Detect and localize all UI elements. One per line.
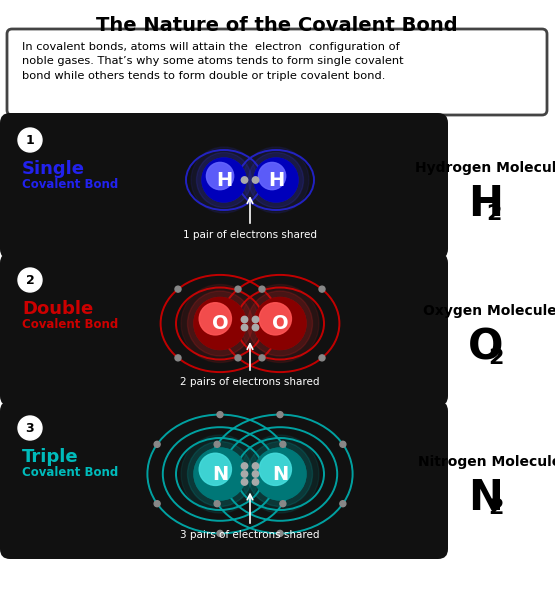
Text: Covalent Bond: Covalent Bond bbox=[22, 318, 118, 331]
Circle shape bbox=[235, 286, 241, 292]
Text: 2: 2 bbox=[486, 204, 501, 224]
FancyBboxPatch shape bbox=[0, 253, 448, 406]
Circle shape bbox=[259, 355, 265, 361]
Circle shape bbox=[241, 324, 248, 331]
Circle shape bbox=[181, 435, 259, 513]
Circle shape bbox=[235, 355, 241, 361]
Circle shape bbox=[199, 302, 231, 335]
Circle shape bbox=[340, 441, 346, 447]
Circle shape bbox=[194, 298, 246, 349]
Circle shape bbox=[241, 471, 248, 477]
Circle shape bbox=[254, 158, 298, 202]
Text: 1 pair of electrons shared: 1 pair of electrons shared bbox=[183, 230, 317, 240]
Text: 3: 3 bbox=[26, 421, 34, 434]
Circle shape bbox=[254, 298, 306, 349]
Circle shape bbox=[214, 442, 220, 448]
Circle shape bbox=[253, 177, 259, 183]
Text: The Nature of the Covalent Bond: The Nature of the Covalent Bond bbox=[96, 16, 458, 35]
Circle shape bbox=[259, 453, 291, 485]
Circle shape bbox=[196, 152, 251, 208]
FancyBboxPatch shape bbox=[7, 29, 547, 115]
Circle shape bbox=[254, 448, 306, 500]
Circle shape bbox=[199, 453, 231, 485]
Text: O: O bbox=[272, 314, 288, 333]
Circle shape bbox=[217, 412, 223, 418]
Circle shape bbox=[181, 284, 259, 362]
Circle shape bbox=[217, 530, 223, 536]
Circle shape bbox=[253, 316, 259, 323]
Circle shape bbox=[277, 530, 283, 536]
Text: 2 pairs of electrons shared: 2 pairs of electrons shared bbox=[180, 377, 320, 387]
Circle shape bbox=[206, 163, 234, 190]
Text: 2: 2 bbox=[488, 347, 503, 367]
Text: Double: Double bbox=[22, 300, 93, 318]
Circle shape bbox=[188, 291, 253, 356]
Text: Covalent Bond: Covalent Bond bbox=[22, 466, 118, 479]
FancyBboxPatch shape bbox=[0, 401, 448, 559]
Circle shape bbox=[280, 441, 286, 447]
Circle shape bbox=[259, 302, 291, 335]
Circle shape bbox=[254, 448, 306, 500]
Circle shape bbox=[175, 355, 181, 361]
Circle shape bbox=[254, 298, 306, 349]
Circle shape bbox=[188, 442, 253, 506]
Text: O: O bbox=[211, 314, 228, 333]
Text: Covalent Bond: Covalent Bond bbox=[22, 178, 118, 191]
Text: Oxygen Molecule: Oxygen Molecule bbox=[423, 304, 555, 319]
Circle shape bbox=[241, 177, 248, 183]
Circle shape bbox=[248, 442, 312, 506]
Circle shape bbox=[241, 435, 319, 513]
Text: N: N bbox=[272, 464, 288, 484]
Circle shape bbox=[243, 147, 309, 213]
Circle shape bbox=[340, 500, 346, 506]
Circle shape bbox=[253, 324, 259, 331]
Text: O: O bbox=[468, 326, 503, 368]
Text: Hydrogen Molecule: Hydrogen Molecule bbox=[415, 161, 555, 175]
Text: 3 pairs of electrons shared: 3 pairs of electrons shared bbox=[180, 530, 320, 540]
Text: H: H bbox=[468, 183, 503, 225]
Text: H: H bbox=[268, 170, 284, 190]
Circle shape bbox=[249, 152, 304, 208]
Text: Triple: Triple bbox=[22, 448, 79, 466]
Circle shape bbox=[241, 284, 319, 362]
Circle shape bbox=[253, 479, 259, 485]
Text: Single: Single bbox=[22, 160, 85, 178]
Text: H: H bbox=[216, 170, 232, 190]
Text: Nitrogen Molecule: Nitrogen Molecule bbox=[418, 455, 555, 469]
Circle shape bbox=[214, 500, 220, 506]
Circle shape bbox=[248, 291, 312, 356]
Circle shape bbox=[202, 158, 246, 202]
Text: N: N bbox=[212, 464, 228, 484]
Circle shape bbox=[175, 286, 181, 292]
Circle shape bbox=[194, 448, 246, 500]
Circle shape bbox=[18, 268, 42, 292]
Circle shape bbox=[191, 147, 257, 213]
Circle shape bbox=[254, 158, 298, 202]
Circle shape bbox=[154, 442, 160, 448]
Text: 2: 2 bbox=[26, 274, 34, 286]
Circle shape bbox=[253, 463, 259, 469]
Circle shape bbox=[154, 500, 160, 506]
Circle shape bbox=[259, 163, 286, 190]
FancyBboxPatch shape bbox=[0, 113, 448, 259]
Circle shape bbox=[319, 286, 325, 292]
Circle shape bbox=[241, 316, 248, 323]
Circle shape bbox=[18, 416, 42, 440]
Text: 1: 1 bbox=[26, 133, 34, 146]
Circle shape bbox=[259, 286, 265, 292]
Circle shape bbox=[253, 471, 259, 477]
Circle shape bbox=[241, 479, 248, 485]
Text: In covalent bonds, atoms will attain the  electron  configuration of
noble gases: In covalent bonds, atoms will attain the… bbox=[22, 42, 403, 81]
Circle shape bbox=[241, 463, 248, 469]
Circle shape bbox=[319, 355, 325, 361]
Text: N: N bbox=[468, 477, 503, 519]
Circle shape bbox=[194, 298, 246, 349]
Circle shape bbox=[202, 158, 246, 202]
Circle shape bbox=[194, 448, 246, 500]
Circle shape bbox=[18, 128, 42, 152]
Circle shape bbox=[277, 412, 283, 418]
Text: 2: 2 bbox=[488, 498, 503, 518]
Circle shape bbox=[280, 500, 286, 506]
